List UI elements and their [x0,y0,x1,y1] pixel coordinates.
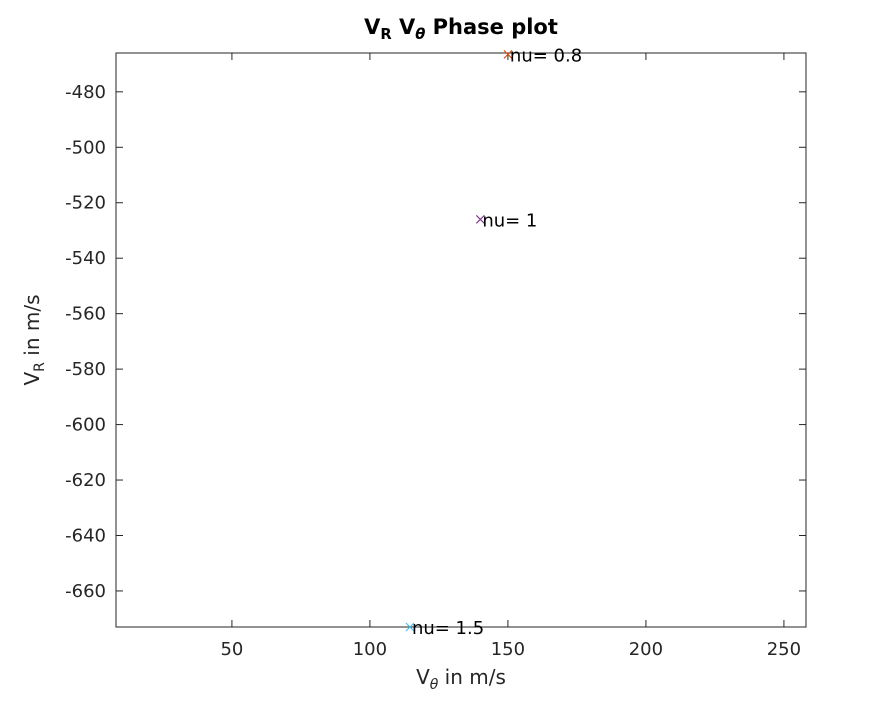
marker-stroke [503,49,513,59]
y-tick-label: -520 [65,193,106,214]
x-tick-label: 200 [629,639,663,660]
data-markers [405,49,513,632]
label-part: V [364,15,381,39]
x-tick-label: 150 [491,639,525,660]
marker-stroke [405,622,415,632]
y-tick-label: -660 [65,581,106,602]
data-point-label: nu= 1.5 [412,618,484,639]
data-point-marker [405,622,415,632]
x-axis-label: Vθ in m/s [416,665,506,693]
x-tick-label: 100 [353,639,387,660]
x-tick-label: 50 [220,639,243,660]
marker-stroke [475,214,485,224]
y-tick-label: -480 [65,82,106,103]
label-part: R [32,362,48,372]
y-tick-label: -540 [65,248,106,269]
data-point-label: nu= 1 [482,210,537,231]
x-axis-ticks: 50 100 150 200 250 [220,53,801,660]
data-annotations: nu= 0.8 nu= 1 nu= 1.5 [412,45,582,639]
plot-area [115,52,807,628]
y-tick-label: -580 [65,359,106,380]
label-part: in m/s [20,294,44,362]
label-part: Phase plot [425,15,558,39]
label-part: V [392,15,416,39]
label-part: in m/s [438,665,506,689]
label-part: R [380,26,392,43]
label-part: V [20,372,44,386]
label-part: V [416,665,430,689]
data-point-marker [475,214,485,224]
y-tick-label: -640 [65,525,106,546]
data-point-label: nu= 0.8 [510,45,582,66]
y-axis-label: VR in m/s [20,294,48,385]
y-tick-label: -600 [65,415,106,436]
data-point-marker [503,49,513,59]
y-axis-ticks: -480 -500 -520 -540 -560 -580 -600 -620 -640 -660 [65,82,806,602]
y-tick-label: -620 [65,470,106,491]
label-part: θ [430,677,439,693]
y-tick-label: -500 [65,137,106,158]
chart-title: VR Vθ Phase plot [364,15,558,43]
label-part: θ [415,26,425,43]
y-tick-label: -560 [65,304,106,325]
x-tick-label: 250 [767,639,801,660]
